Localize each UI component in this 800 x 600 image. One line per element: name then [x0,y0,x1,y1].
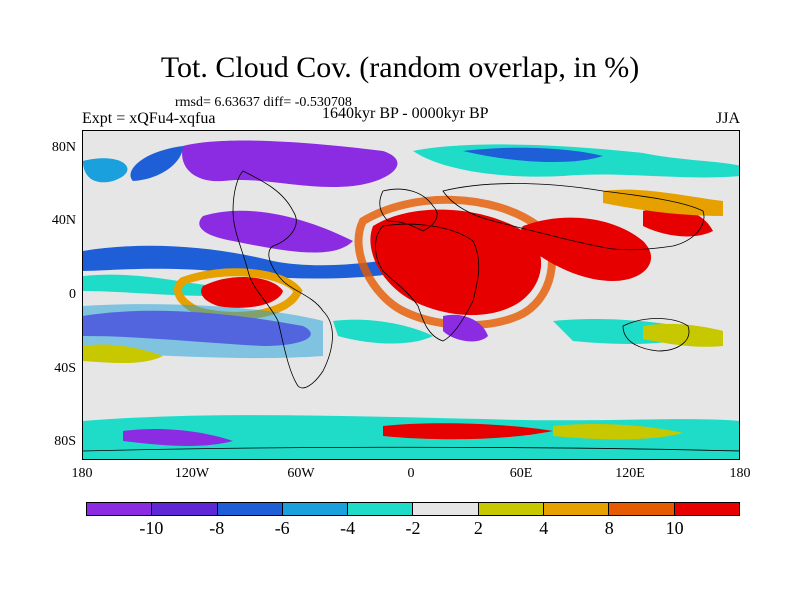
lon-label-180-left: 180 [71,466,93,481]
lat-label-0: 0 [69,287,76,302]
stats-label: rmsd= 6.63637 diff= -0.530708 [175,95,352,110]
colorbar-swatch [413,503,479,515]
colorbar-swatch [544,503,610,515]
southern-ocean-red [383,423,553,440]
colorbar-swatch [152,503,218,515]
lon-label-60w: 60W [287,466,315,481]
pacific-north-cyan [83,158,128,183]
colorbar-tick-label: 4 [539,518,549,538]
period-label: 1640kyr BP - 0000kyr BP [322,105,489,122]
africa-orange-ring [354,195,556,330]
coastlines [83,170,739,452]
north-america-purple [199,210,353,253]
north-pacific-orange [603,189,723,216]
colorbar-tick-label: -6 [274,518,290,538]
arctic-west-blue [130,146,183,181]
colorbar-swatch [674,503,739,515]
colorbar-tick-label: -8 [209,518,225,538]
colorbar-swatch [609,503,675,515]
africa-red [370,209,542,316]
colorbar-swatch [348,503,414,515]
lat-label-40s: 40S [54,361,76,376]
east-pacific-orange-ring [174,268,303,320]
colorbar-swatch [87,503,153,515]
colorbar-tick-label: 8 [604,518,614,538]
lon-label-0: 0 [407,466,415,481]
colorbar-tick-label: -10 [139,518,164,538]
colorbar-tick-label: 10 [665,518,684,538]
australia-yellow [643,323,723,347]
west-pacific-yellow [83,344,163,364]
map-panel [82,130,740,460]
lon-label-120w: 120W [174,466,210,481]
lon-label-180-right: 180 [729,466,751,481]
south-asia-red [521,217,652,281]
colorbar-tick-label: 2 [473,518,483,538]
south-pacific-cyan [83,304,323,359]
southern-ocean-yellow [553,423,683,440]
experiment-label: Expt = xQFu4-xqfua [82,110,216,127]
lon-label-60e: 60E [509,466,533,481]
siberia-blue [463,147,603,163]
season-label: JJA [715,110,740,127]
lat-label-80s: 80S [54,434,76,449]
southern-ocean-purple [123,429,233,446]
colorbar-swatch [478,503,545,515]
south-africa-purple [443,314,488,342]
lat-label-40n: 40N [51,213,76,228]
contour-map [83,140,739,459]
lat-label-80n: 80N [51,140,76,155]
colorbar [86,502,740,516]
chart-title: Tot. Cloud Cov. (random overlap, in %) [160,51,640,84]
south-atlantic-cyan [333,319,433,344]
colorbar-swatch [282,503,349,515]
subtropic-blue-band [83,245,413,279]
colorbar-tick-label: -4 [340,518,356,538]
colorbar-swatch [217,503,283,515]
lon-label-120e: 120E [615,466,645,481]
arctic-cloud-deficit [182,140,398,188]
colorbar-tick-label: -2 [405,518,421,538]
east-pacific-red [201,276,283,308]
